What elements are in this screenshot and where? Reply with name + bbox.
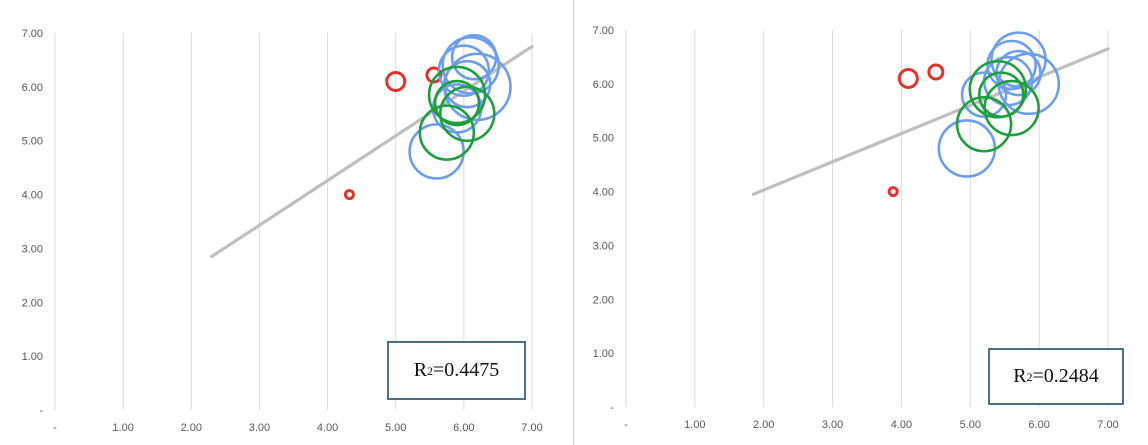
x-tick-label: 3.00: [822, 419, 843, 431]
x-tick-label: 6.00: [453, 422, 474, 434]
x-tick-label: 1.00: [112, 422, 133, 434]
r-squared-label: R: [413, 359, 428, 381]
bubble-point: [887, 186, 899, 198]
r-squared-value: =0.4475: [433, 359, 500, 381]
x-tick-label: 3.00: [249, 422, 270, 434]
bubble-point: [343, 189, 355, 201]
y-tick-label: 3.00: [593, 240, 614, 252]
x-tick-label: 7.00: [1097, 419, 1118, 431]
x-tick-label: -: [624, 419, 628, 431]
y-tick-label: 6.00: [22, 82, 43, 94]
bubble-point: [437, 44, 491, 97]
bubble-chart-left: - 1.00 2.00 3.00 4.00 5.00 6.00 7.00 - 1.00 2.00 3.…: [22, 28, 543, 434]
y-tick-label: -: [39, 405, 43, 417]
bubble-point: [425, 66, 443, 84]
y-tick-label: 3.00: [22, 243, 43, 255]
trendline: [751, 47, 1110, 196]
bubble-point: [438, 85, 496, 143]
bubble-point: [960, 71, 1008, 118]
bubble-point: [385, 70, 407, 92]
chart-panel-right: - 1.00 2.00 3.00 4.00 5.00 6.00 7.00 - 1.00 2.00 3.…: [574, 0, 1148, 445]
y-tick-label: 5.00: [593, 133, 614, 145]
x-tick-label: -: [53, 422, 57, 434]
bubble-point: [897, 67, 919, 89]
y-tick-label: 5.00: [22, 136, 43, 148]
y-tick-label: 1.00: [22, 351, 43, 363]
x-tick-label: 2.00: [753, 419, 774, 431]
y-tick-label: -: [610, 402, 614, 414]
bubble-point: [937, 119, 997, 178]
x-tick-label: 4.00: [891, 419, 912, 431]
chart-panel-left: - 1.00 2.00 3.00 4.00 5.00 6.00 7.00 - 1.00 2.00 3.…: [21, 0, 574, 445]
y-tick-label: 1.00: [593, 348, 614, 360]
x-tick-label: 6.00: [1028, 419, 1049, 431]
y-tick-label: 6.00: [593, 79, 614, 91]
r-squared-box-right: R 2 =0.2484: [988, 348, 1124, 405]
x-tick-label: 5.00: [960, 419, 981, 431]
bubble-point: [441, 36, 500, 95]
r-squared-value: =0.2484: [1032, 365, 1099, 387]
y-tick-label: 2.00: [593, 294, 614, 306]
x-tick-label: 7.00: [521, 422, 542, 434]
bubble-chart-right: - 1.00 2.00 3.00 4.00 5.00 6.00 7.00 - 1.00 2.00 3.…: [593, 25, 1119, 431]
bubble-point: [977, 71, 1025, 118]
bubble-point: [986, 39, 1037, 91]
r-squared-box-left: R 2 =0.4475: [387, 341, 526, 400]
trendline: [210, 44, 534, 259]
y-tick-label: 7.00: [593, 25, 614, 37]
bubble-point: [450, 33, 498, 81]
bubble-point: [927, 63, 945, 81]
y-tick-label: 4.00: [593, 187, 614, 199]
y-tick-label: 4.00: [22, 190, 43, 202]
y-tick-label: 2.00: [22, 297, 43, 309]
bubble-point: [955, 95, 1013, 153]
bubble-point: [433, 79, 481, 127]
x-tick-label: 1.00: [684, 419, 705, 431]
y-tick-label: 7.00: [22, 28, 43, 40]
bubble-point: [408, 123, 465, 180]
x-tick-label: 4.00: [317, 422, 338, 434]
x-tick-label: 5.00: [385, 422, 406, 434]
bubble-point: [418, 104, 476, 161]
r-squared-label: R: [1013, 365, 1027, 387]
x-tick-label: 2.00: [181, 422, 202, 434]
